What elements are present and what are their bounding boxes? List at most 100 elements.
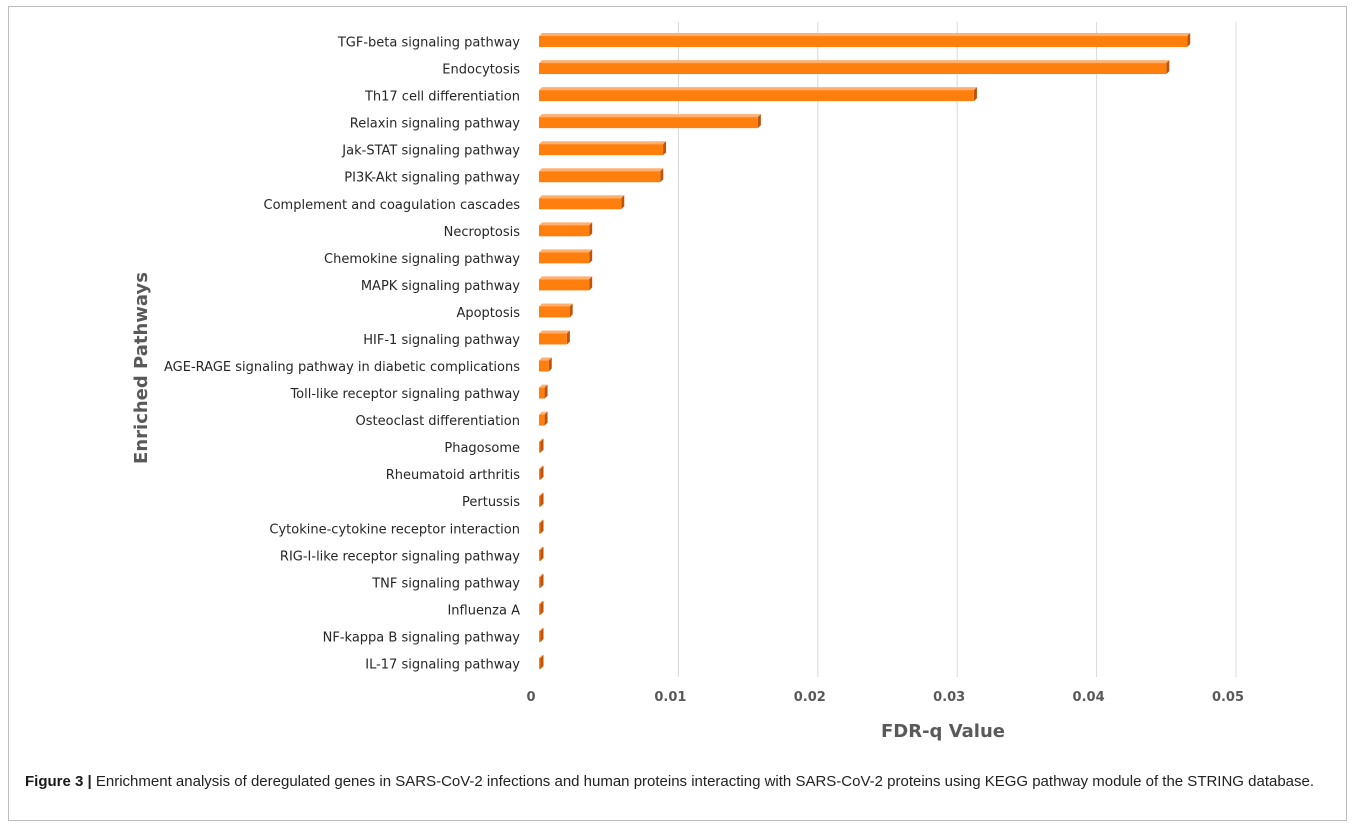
bar-top — [539, 357, 552, 361]
bar-top — [539, 654, 544, 658]
bar-side — [544, 411, 548, 426]
category-label: RIG-I-like receptor signaling pathway — [280, 549, 520, 564]
bar-side — [540, 573, 544, 588]
category-label: Jak-STAT signaling pathway — [341, 144, 520, 159]
bar — [539, 144, 664, 156]
bar-top — [539, 330, 570, 334]
bar-top — [539, 222, 593, 226]
bar-top — [539, 519, 544, 523]
bar-side — [544, 384, 548, 399]
x-tick-label: 0.01 — [654, 690, 686, 705]
figure-frame — [8, 6, 1347, 821]
bar — [539, 36, 1188, 48]
caption-text: Enrichment analysis of deregulated genes… — [91, 773, 1315, 790]
bar-chart: TGF-beta signaling pathway Endocytosis Th1… — [131, 22, 1244, 742]
bar-side — [540, 465, 544, 480]
bar — [539, 333, 567, 345]
x-tick-label: 0 — [526, 690, 535, 705]
bar-top — [539, 411, 548, 415]
x-axis-title: FDR-q Value — [881, 721, 1005, 742]
bar-side — [540, 492, 544, 507]
bar — [539, 441, 541, 453]
category-label: Phagosome — [444, 441, 520, 456]
category-label: PI3K-Akt signaling pathway — [344, 171, 520, 186]
bar-top — [539, 465, 544, 469]
bar — [539, 306, 570, 318]
bar-top — [539, 114, 761, 118]
bar-side — [540, 438, 544, 453]
bar-top — [539, 276, 593, 280]
category-label: IL-17 signaling pathway — [365, 657, 520, 672]
bar — [539, 252, 590, 264]
figure-caption: Figure 3 | Enrichment analysis of deregu… — [25, 770, 1325, 793]
bar-side — [1187, 33, 1191, 48]
category-label: Relaxin signaling pathway — [350, 117, 521, 132]
category-label: Pertussis — [462, 495, 520, 510]
bar — [539, 522, 541, 534]
x-tick-label: 0.05 — [1212, 690, 1244, 705]
bar-side — [589, 222, 593, 237]
bar-top — [539, 627, 544, 631]
bar-side — [757, 114, 761, 129]
bar — [539, 117, 758, 129]
x-tick-labels: 0 0.01 0.02 0.03 0.04 0.05 — [526, 690, 1244, 705]
category-label: NF-kappa B signaling pathway — [323, 630, 521, 645]
bar — [539, 468, 541, 480]
bar-top — [539, 87, 977, 91]
bar — [539, 198, 622, 210]
x-tick-label: 0.04 — [1073, 690, 1105, 705]
caption-label: Figure 3 | — [25, 773, 92, 790]
bar — [539, 90, 974, 102]
category-label: Necroptosis — [444, 225, 521, 240]
category-label: Apoptosis — [456, 306, 520, 321]
category-label: Osteoclast differentiation — [356, 414, 520, 429]
category-label: MAPK signaling pathway — [361, 279, 520, 294]
bar-top — [539, 60, 1170, 64]
bar-top — [539, 384, 548, 388]
gridlines — [677, 22, 1237, 677]
bar-top — [539, 195, 625, 199]
category-label: Cytokine-cytokine receptor interaction — [269, 522, 520, 537]
category-label: TGF-beta signaling pathway — [337, 36, 520, 51]
bar — [539, 387, 545, 399]
bar-top — [539, 303, 573, 307]
bar-side — [663, 141, 667, 156]
bar — [539, 603, 541, 615]
bar — [539, 225, 590, 237]
bar-side — [589, 249, 593, 264]
category-label: TNF signaling pathway — [371, 576, 520, 591]
bar-side — [1166, 60, 1170, 75]
bar-side — [621, 195, 625, 210]
bar-side — [660, 168, 664, 183]
category-label: HIF-1 signaling pathway — [363, 333, 520, 348]
category-label: Influenza A — [447, 603, 520, 618]
bar — [539, 279, 590, 291]
bar-top — [539, 141, 667, 145]
bar-side — [548, 357, 552, 372]
bar-side — [540, 546, 544, 561]
bar-top — [539, 168, 664, 172]
bar — [539, 63, 1167, 75]
category-labels: TGF-beta signaling pathway Endocytosis Th1… — [164, 36, 520, 673]
bar — [539, 414, 545, 426]
bar — [539, 171, 661, 183]
bar-side — [540, 627, 544, 642]
bar — [539, 495, 541, 507]
category-label: Rheumatoid arthritis — [386, 468, 520, 483]
bar-top — [539, 438, 544, 442]
bar — [539, 549, 541, 561]
category-label: Toll-like receptor signaling pathway — [289, 387, 520, 402]
bar — [539, 360, 549, 372]
bar-side — [540, 654, 544, 669]
bar-side — [569, 303, 573, 318]
bar-top — [539, 546, 544, 550]
bar-top — [539, 33, 1191, 37]
x-tick-label: 0.02 — [794, 690, 826, 705]
bar — [539, 576, 541, 588]
bar-top — [539, 249, 593, 253]
bar-side — [973, 87, 977, 102]
bar-top — [539, 573, 544, 577]
category-label: Endocytosis — [442, 63, 520, 78]
bar-side — [566, 330, 570, 345]
